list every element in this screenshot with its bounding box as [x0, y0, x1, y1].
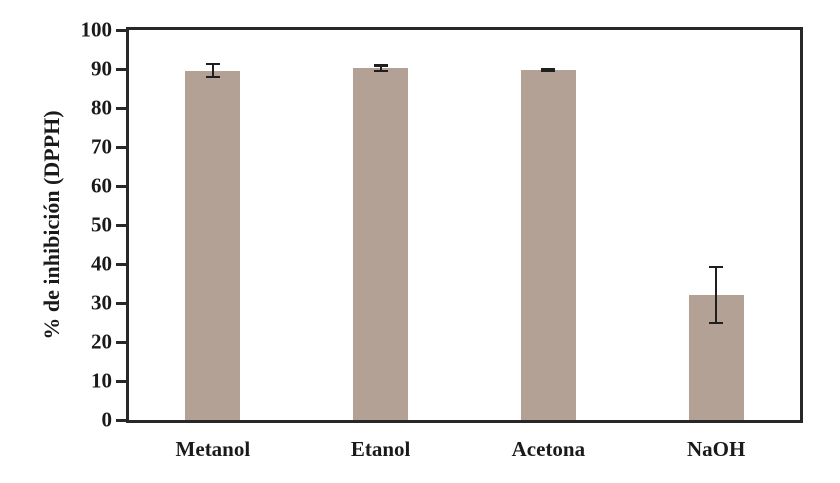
bar-acetona [520, 69, 576, 420]
y-axis-tick [116, 106, 126, 110]
error-bar [373, 64, 388, 73]
y-axis-tick [116, 301, 126, 305]
y-axis-tick [116, 262, 126, 266]
x-category-label: Acetona [511, 437, 586, 461]
y-tick-label: 70 [91, 134, 112, 159]
y-tick-label: 10 [91, 368, 112, 393]
y-axis-tick [116, 184, 126, 188]
error-bar-bottom-cap [541, 69, 556, 72]
error-bar-stem [211, 62, 214, 79]
error-bar [709, 265, 724, 325]
y-axis-tick [116, 223, 126, 227]
y-axis-tick [116, 418, 126, 422]
x-category-label: Metanol [175, 437, 251, 461]
error-bar-bottom-cap [205, 75, 220, 79]
y-tick-label: 0 [101, 407, 113, 432]
y-tick-label: 100 [80, 17, 113, 42]
error-bar [205, 62, 220, 79]
y-axis-tick [116, 67, 126, 71]
error-bar-bottom-cap [709, 321, 724, 325]
x-category-label: NaOH [686, 437, 746, 461]
x-category-label: Etanol [350, 437, 411, 461]
y-axis-tick [116, 145, 126, 149]
bar-etanol [353, 68, 409, 420]
y-axis-tick [116, 379, 126, 383]
y-tick-label: 20 [91, 329, 112, 354]
y-tick-label: 30 [91, 290, 112, 315]
y-axis-tick [116, 28, 126, 32]
y-tick-label: 60 [91, 173, 112, 198]
error-bar [541, 67, 556, 72]
y-tick-label: 90 [91, 56, 112, 81]
error-bar-stem [715, 265, 718, 325]
bar-metanol [185, 70, 241, 420]
error-bar-stem [379, 64, 382, 73]
y-tick-label: 50 [91, 212, 112, 237]
y-tick-label: 80 [91, 95, 112, 120]
plot-area [126, 27, 803, 423]
y-tick-label: 40 [91, 251, 112, 276]
error-bar-bottom-cap [373, 69, 388, 73]
y-axis-tick [116, 340, 126, 344]
